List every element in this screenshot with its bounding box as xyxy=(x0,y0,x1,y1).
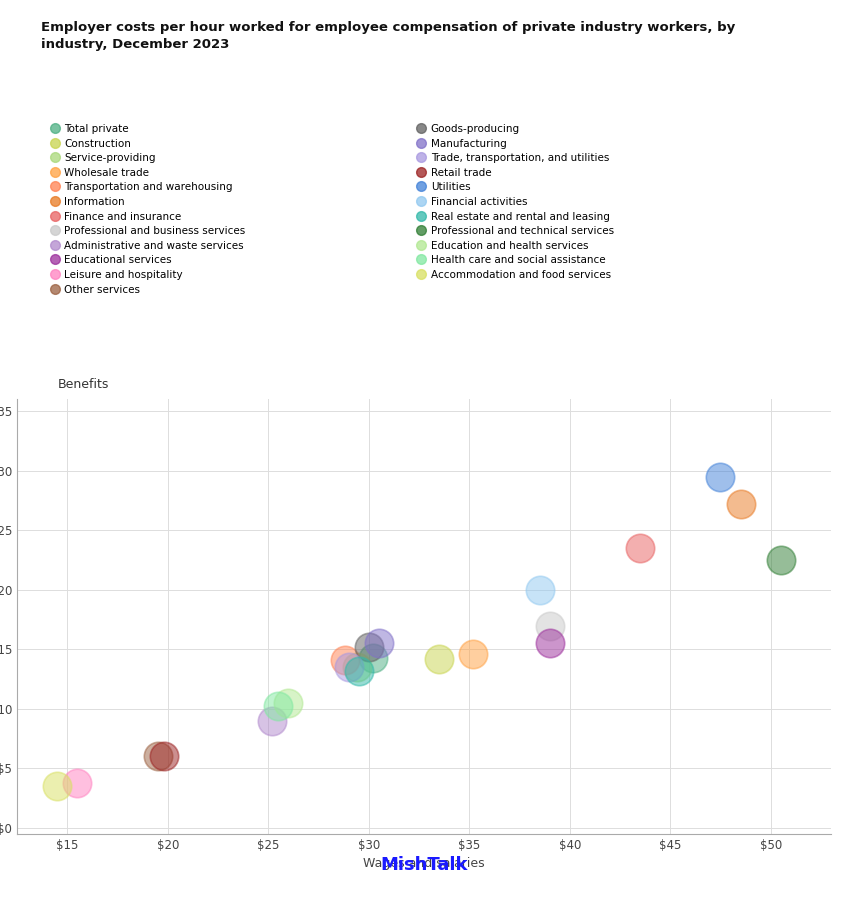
Point xyxy=(372,636,386,651)
Point xyxy=(466,647,480,662)
Point xyxy=(352,663,365,678)
Text: MishTalk: MishTalk xyxy=(380,856,468,874)
Point xyxy=(366,651,380,665)
Point xyxy=(50,779,64,794)
Legend: Goods-producing, Manufacturing, Trade, transportation, and utilities, Retail tra: Goods-producing, Manufacturing, Trade, t… xyxy=(413,119,618,284)
Point xyxy=(350,660,364,674)
Point xyxy=(714,470,728,484)
Point xyxy=(543,636,556,651)
Point xyxy=(734,497,747,511)
Point xyxy=(265,713,279,728)
Point xyxy=(338,653,351,667)
Text: Employer costs per hour worked for employee compensation of private industry wor: Employer costs per hour worked for emplo… xyxy=(42,21,735,51)
Point xyxy=(633,541,647,556)
Point xyxy=(342,660,355,674)
Point xyxy=(362,640,376,654)
Point xyxy=(271,700,285,714)
Point xyxy=(533,583,546,597)
Point xyxy=(432,652,446,666)
Point xyxy=(70,776,84,790)
Text: Benefits: Benefits xyxy=(58,378,109,392)
Point xyxy=(151,749,165,764)
X-axis label: Wages and salaries: Wages and salaries xyxy=(363,857,485,871)
Point xyxy=(543,618,556,633)
Point xyxy=(282,696,295,710)
Point xyxy=(157,749,170,764)
Point xyxy=(774,553,788,567)
